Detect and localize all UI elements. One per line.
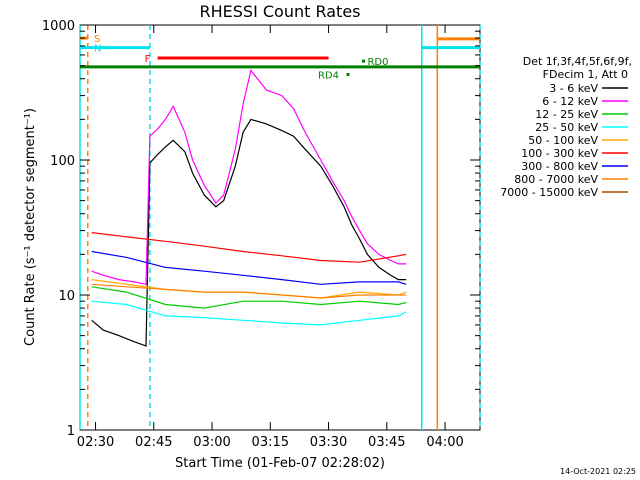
x-tick-label-1: 02:45 (135, 435, 172, 450)
legend: Det 1f,3f,4f,5f,6f,9f, FDecim 1, Att 0 3… (500, 55, 632, 199)
legend-header-line1: Det 1f,3f,4f,5f,6f,9f, (523, 55, 632, 68)
marker-RD0 (361, 59, 365, 63)
series-line-0 (91, 118, 407, 347)
legend-label-2: 12 - 25 keV (535, 108, 598, 121)
y-tick-label-2: 100 (50, 154, 75, 169)
x-tick-label-3: 03:15 (252, 435, 289, 450)
marker-label-RD0: RD0 (367, 57, 388, 68)
x-tick-label-0: 02:30 (77, 435, 114, 450)
marker-label-RD4: RD4 (318, 70, 339, 81)
y-axis-ticks: 1 10 100 1000 (42, 19, 480, 439)
marker-RD4 (346, 72, 350, 76)
flag-label-S: S (94, 34, 100, 45)
legend-label-6: 300 - 800 keV (521, 160, 598, 173)
timestamp: 14-Oct-2021 02:25 (560, 467, 636, 476)
series-line-3 (91, 300, 407, 326)
legend-label-5: 100 - 300 keV (521, 147, 598, 160)
x-axis-label: Start Time (01-Feb-07 02:28:02) (175, 456, 385, 471)
legend-label-0: 3 - 6 keV (549, 82, 598, 95)
y-axis-label: Count Rate (s⁻¹ detector segment⁻¹) (23, 108, 38, 346)
x-axis-ticks: 02:30 02:45 03:00 03:15 03:30 03:45 04:00 (77, 25, 464, 450)
legend-label-3: 25 - 50 keV (535, 121, 598, 134)
series-line-5 (91, 232, 407, 263)
y-tick-label-1: 10 (58, 289, 75, 304)
series-line-6 (91, 250, 407, 285)
plot-area: SN F RD4 RD0 (79, 24, 481, 431)
series-line-1 (91, 69, 407, 286)
x-tick-label-5: 03:45 (368, 435, 405, 450)
legend-label-1: 6 - 12 keV (542, 95, 598, 108)
series-lines (91, 69, 407, 347)
x-tick-label-6: 04:00 (426, 435, 463, 450)
legend-label-7: 800 - 7000 keV (514, 173, 598, 186)
series-line-7 (91, 283, 407, 299)
vertical-markers (79, 25, 481, 430)
y-tick-label-3: 1000 (42, 19, 75, 34)
plot-frame (79, 24, 481, 431)
flag-bars: SN F RD4 RD0 (80, 34, 480, 81)
legend-label-4: 50 - 100 keV (528, 134, 598, 147)
y-tick-label-0: 1 (67, 424, 75, 439)
chart-title: RHESSI Count Rates (200, 2, 361, 21)
flag-label-F: F (145, 54, 151, 65)
series-line-2 (91, 286, 407, 309)
flag-label-N: N (94, 44, 101, 55)
x-tick-label-2: 03:00 (193, 435, 230, 450)
legend-label-8: 7000 - 15000 keV (500, 186, 598, 199)
x-tick-label-4: 03:30 (310, 435, 347, 450)
legend-header-line2: FDecim 1, Att 0 (543, 68, 628, 81)
